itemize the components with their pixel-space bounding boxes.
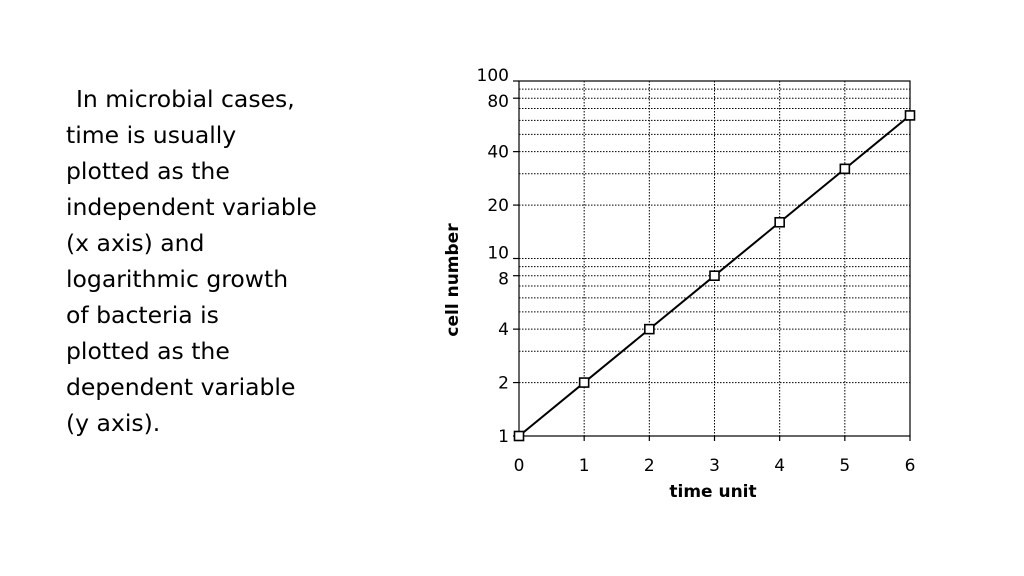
explanation-line: time is usually bbox=[66, 121, 237, 149]
explanation-line: In microbial cases, bbox=[76, 85, 295, 113]
explanation-line: of bacteria is bbox=[66, 301, 219, 329]
x-axis-title: time unit bbox=[669, 482, 756, 502]
y-tick-label: 1 bbox=[498, 427, 509, 447]
y-tick-label: 100 bbox=[477, 66, 509, 86]
y-tick-label: 2 bbox=[498, 374, 509, 394]
y-tick-label: 80 bbox=[487, 92, 509, 112]
x-tick-label: 0 bbox=[514, 456, 525, 476]
x-tick-label: 1 bbox=[579, 456, 590, 476]
data-series bbox=[513, 110, 916, 442]
grid bbox=[519, 81, 910, 436]
data-point-marker bbox=[709, 270, 720, 282]
y-tick-label: 4 bbox=[498, 320, 509, 340]
data-point-marker bbox=[644, 323, 655, 335]
data-point-marker bbox=[578, 377, 590, 388]
y-tick-label: 8 bbox=[498, 270, 509, 290]
explanation-text: In microbial cases, time is usually plot… bbox=[66, 81, 366, 441]
data-point-marker bbox=[774, 216, 785, 228]
data-point-marker bbox=[904, 110, 916, 121]
y-tick-label: 10 bbox=[487, 244, 509, 264]
explanation-line: (y axis). bbox=[66, 409, 161, 437]
explanation-line: independent variable bbox=[66, 193, 317, 221]
explanation-line: (x axis) and bbox=[66, 229, 205, 257]
explanation-line: plotted as the bbox=[66, 157, 230, 185]
axes bbox=[513, 80, 911, 441]
data-point-marker bbox=[839, 163, 851, 175]
explanation-line: dependent variable bbox=[66, 373, 296, 401]
y-tick-label: 40 bbox=[487, 143, 509, 163]
x-tick-label: 3 bbox=[709, 456, 720, 476]
y-axis-title: cell number bbox=[443, 223, 463, 337]
data-point-marker bbox=[513, 430, 525, 442]
x-tick-label: 6 bbox=[905, 456, 916, 476]
explanation-line: plotted as the bbox=[66, 337, 230, 365]
y-tick-label: 20 bbox=[487, 196, 509, 216]
x-tick-label: 5 bbox=[839, 456, 850, 476]
x-tick-label: 2 bbox=[644, 456, 655, 476]
explanation-line: logarithmic growth bbox=[66, 265, 289, 293]
x-tick-label: 4 bbox=[774, 456, 785, 476]
